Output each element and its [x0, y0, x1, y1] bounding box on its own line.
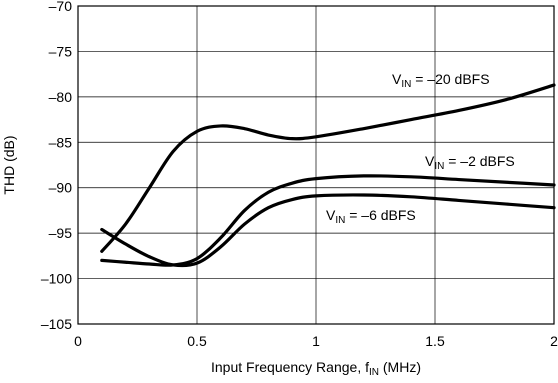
series-group	[100, 83, 556, 268]
x-axis-label-main: Input Frequency Range, f	[211, 359, 369, 375]
series-label-vin-minus-20: VIN = –20 dBFS	[392, 71, 490, 90]
x-tick-label: 2	[550, 333, 558, 349]
x-axis-label-suffix: (MHz)	[379, 359, 421, 375]
x-tick-label: 1.5	[425, 333, 445, 349]
series-label-sub: IN	[434, 161, 444, 172]
y-tick-label: –75	[49, 43, 73, 59]
x-tick-label: 0.5	[187, 333, 207, 349]
y-tick-label: –70	[49, 0, 73, 14]
series-label-suffix: = –6 dBFS	[345, 207, 415, 223]
y-tick-labels: –70 –75 –80 –85 –90 –95 –100 –105	[41, 0, 72, 332]
x-tick-label: 1	[312, 333, 320, 349]
series-label-sub: IN	[335, 215, 345, 226]
series-label-sub: IN	[401, 79, 411, 90]
x-axis-label: Input Frequency Range, fIN (MHz)	[211, 359, 421, 378]
series-label-suffix: = –20 dBFS	[411, 71, 489, 87]
x-tick-labels: 0 0.5 1 1.5 2	[74, 333, 558, 349]
series-label-prefix: V	[425, 153, 435, 169]
series-line-2	[100, 193, 556, 268]
plot-frame	[77, 5, 555, 325]
y-tick-label: –90	[49, 180, 73, 196]
y-tick-label: –80	[49, 89, 73, 105]
series-line-1	[100, 174, 556, 267]
y-axis-label: THD (dB)	[1, 135, 17, 194]
y-tick-label: –85	[49, 134, 73, 150]
y-tick-label: –100	[41, 271, 72, 287]
y-tick-label: –95	[49, 225, 73, 241]
series-label-suffix: = –2 dBFS	[444, 153, 514, 169]
series-label-vin-minus-2: VIN = –2 dBFS	[425, 153, 515, 172]
series-label-vin-minus-6: VIN = –6 dBFS	[326, 207, 416, 226]
y-tick-label: –105	[41, 316, 72, 332]
series-line-0	[100, 83, 556, 253]
x-axis-label-sub: IN	[369, 367, 379, 378]
series-label-prefix: V	[392, 71, 402, 87]
series-label-prefix: V	[326, 207, 336, 223]
x-tick-label: 0	[74, 333, 82, 349]
